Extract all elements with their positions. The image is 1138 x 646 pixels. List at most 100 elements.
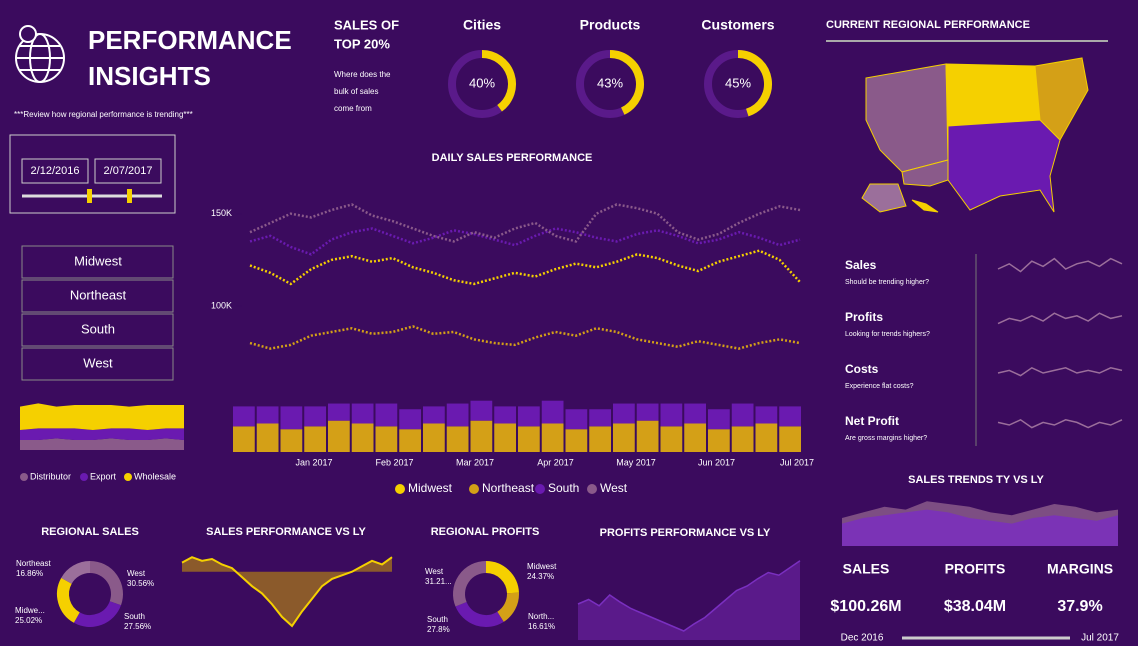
bar	[399, 429, 421, 452]
description: bulk of sales	[334, 87, 378, 96]
donut-slice	[453, 561, 487, 607]
bar	[613, 423, 635, 452]
card-value: 37.9%	[1057, 598, 1102, 615]
slice-name: Midwe...	[15, 606, 45, 615]
line-series	[181, 556, 393, 628]
bar	[328, 403, 350, 421]
kpi-question: Experience flat costs?	[845, 383, 914, 390]
title: INSIGHTS	[88, 61, 211, 91]
kpi-name: Sales	[845, 258, 877, 272]
bar	[494, 406, 516, 424]
gauge-label: 43%	[597, 75, 623, 90]
us-map	[861, 57, 1089, 213]
bar	[755, 406, 778, 424]
kpi-name: Profits	[845, 310, 883, 324]
chart-title: SALES PERFORMANCE VS LY	[206, 526, 366, 538]
area	[578, 560, 800, 640]
bar	[731, 403, 754, 427]
donut-slice	[496, 592, 519, 622]
bar	[256, 406, 279, 424]
bar	[589, 409, 611, 427]
bar	[660, 403, 683, 427]
x-tick-label: Apr 2017	[537, 457, 574, 467]
region-option: West	[83, 355, 113, 370]
bar	[518, 426, 540, 452]
bar	[518, 406, 540, 427]
region-button[interactable]	[21, 347, 174, 381]
gauge-title: Customers	[701, 17, 774, 33]
y-tick-label: 150K	[211, 208, 232, 218]
region-button[interactable]	[21, 313, 174, 347]
region-option: Midwest	[74, 253, 122, 268]
bar	[446, 426, 469, 452]
line-series	[577, 560, 801, 632]
bar	[256, 423, 279, 452]
bar	[233, 426, 255, 452]
bar	[613, 403, 635, 424]
area	[20, 428, 184, 440]
bar	[779, 406, 801, 427]
chart-title: REGIONAL SALES	[41, 526, 139, 538]
gauge-title: Cities	[463, 17, 501, 33]
legend-dot	[124, 473, 132, 481]
bar	[328, 420, 350, 452]
legend-label: South	[548, 481, 579, 495]
chart-title: PROFITS PERFORMANCE VS LY	[600, 527, 771, 539]
slice-name: Midwest	[527, 562, 557, 571]
slice-label: 16.86%	[16, 569, 43, 578]
legend-label: Wholesale	[134, 471, 176, 481]
legend-label: Midwest	[408, 481, 453, 495]
end-date-input[interactable]	[94, 158, 162, 184]
card-label: PROFITS	[945, 561, 1006, 577]
legend-label: Export	[90, 471, 117, 481]
slice-name: Northeast	[16, 559, 51, 568]
gauge-arc	[609, 50, 644, 115]
bar	[304, 406, 326, 427]
legend-dot	[587, 484, 597, 494]
description: Where does the	[334, 70, 391, 79]
x-tick-label: Feb 2017	[375, 457, 413, 467]
end-date: 2/07/2017	[104, 165, 153, 177]
donut-slice	[73, 600, 122, 627]
subtitle: ***Review how regional performance is tr…	[14, 110, 193, 119]
title: PERFORMANCE	[88, 25, 292, 55]
slice-name: West	[127, 569, 146, 578]
bar	[541, 423, 564, 452]
bar	[233, 406, 255, 427]
area	[182, 557, 392, 626]
chart-title: SALES TRENDS TY VS LY	[908, 474, 1044, 486]
x-tick-label: Jan 2017	[295, 457, 332, 467]
section-title: CURRENT REGIONAL PERFORMANCE	[826, 19, 1030, 31]
start-date-input[interactable]	[21, 158, 89, 184]
gauge-label: 40%	[469, 75, 495, 90]
card-label: SALES	[843, 561, 890, 577]
bar	[423, 406, 445, 424]
donut-slice	[61, 561, 91, 585]
bar	[731, 426, 754, 452]
sparkline	[997, 366, 1123, 377]
bar	[708, 409, 730, 430]
chart-title: DAILY SALES PERFORMANCE	[432, 152, 593, 164]
bar	[446, 403, 469, 427]
bar	[565, 429, 588, 452]
bar	[351, 423, 374, 452]
region-button[interactable]	[21, 245, 174, 279]
bar	[375, 426, 398, 452]
card-value: $38.04M	[944, 598, 1006, 615]
slice-name: South	[124, 612, 145, 621]
region-option: Northeast	[70, 287, 127, 302]
slider-handle[interactable]	[127, 189, 132, 203]
gauge-label: 45%	[725, 75, 751, 90]
region-button[interactable]	[21, 279, 174, 313]
bar	[636, 403, 659, 421]
legend-dot	[80, 473, 88, 481]
slider-handle[interactable]	[87, 189, 92, 203]
bar	[375, 403, 398, 427]
legend-dot	[20, 473, 28, 481]
bar	[708, 429, 730, 452]
line-series	[249, 325, 801, 350]
line-series	[249, 227, 801, 256]
bar	[684, 403, 706, 424]
bar	[280, 406, 303, 430]
area	[842, 509, 1118, 546]
